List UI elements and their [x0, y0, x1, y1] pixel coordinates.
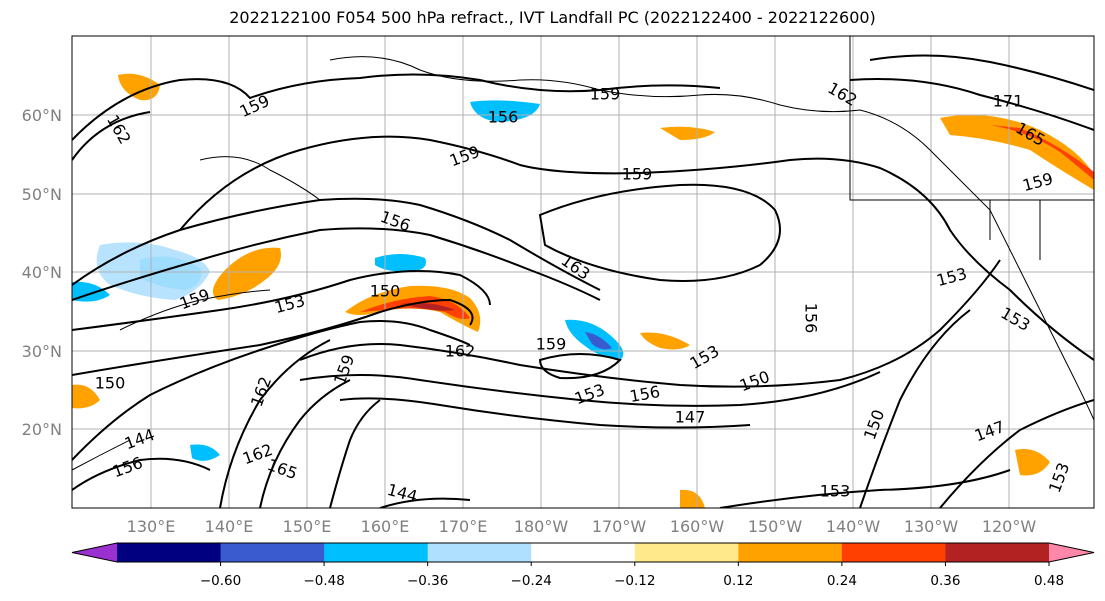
- colorbar-segment: [531, 543, 636, 562]
- contour-line: [299, 259, 1001, 388]
- colorbar-tick-label: 0.24: [827, 573, 857, 589]
- patch-blue: [375, 254, 426, 272]
- contour-line: [859, 309, 971, 508]
- colorbar-segment: [841, 543, 946, 562]
- contour-line: [72, 111, 151, 161]
- contour-line: [849, 78, 1094, 131]
- patch-orange: [680, 489, 705, 508]
- longitude-label: 120°W: [982, 517, 1037, 536]
- contour-label: 153: [820, 482, 851, 501]
- colorbar-outline: [71, 542, 1095, 563]
- longitude-label: 160°E: [361, 517, 410, 536]
- colorbar-segment: [945, 543, 1050, 562]
- contour-line: [72, 270, 491, 331]
- contour-label: 150: [95, 374, 126, 393]
- colorbar-segment: [324, 543, 429, 562]
- patch-blue: [470, 100, 540, 122]
- colorbar-segment: [427, 543, 532, 562]
- patch-blue: [190, 444, 220, 461]
- contour-label: 156: [488, 108, 519, 127]
- longitude-label: 130°E: [127, 517, 176, 536]
- colorbar-segment: [738, 543, 843, 562]
- patch-orange: [118, 73, 160, 101]
- longitude-label: 170°W: [592, 517, 647, 536]
- colorbar-segment: [220, 543, 325, 562]
- patch-orange: [1015, 448, 1050, 476]
- contour-line: [538, 183, 781, 282]
- patch-darkred: [400, 302, 455, 311]
- colorbar-tick-label: −0.12: [614, 573, 655, 589]
- contour-line: [299, 371, 881, 407]
- patch-orange: [72, 384, 100, 409]
- colorbar-tick-label: −0.36: [407, 573, 448, 589]
- colorbar-segment: [634, 543, 739, 562]
- contour-line: [219, 339, 331, 508]
- contour-line: [72, 298, 474, 376]
- contour-label: 162: [445, 342, 476, 361]
- gridlines: [72, 36, 1094, 508]
- colorbar-tick-label: −0.24: [511, 573, 552, 589]
- longitude-label: 140°W: [826, 517, 881, 536]
- colorbar-tick-label: −0.60: [200, 573, 241, 589]
- shaded-patches: [72, 73, 1094, 508]
- latitude-label: 20°N: [22, 420, 62, 439]
- patch-lightblue: [96, 242, 210, 300]
- height-contours: [72, 54, 1094, 508]
- colorbar: −0.60 −0.48 −0.36 −0.24 −0.12 0.12 0.24 0.36 0.4…: [71, 542, 1095, 589]
- contour-line: [72, 227, 601, 301]
- colorbar-segment: [117, 543, 222, 562]
- longitude-label: 170°E: [439, 517, 488, 536]
- colorbar-tick-label: 0.36: [930, 573, 960, 589]
- contour-label: 159: [536, 335, 567, 354]
- contour-line: [538, 353, 622, 380]
- colorbar-tick-label: −0.48: [303, 573, 344, 589]
- coastlines: [72, 36, 1094, 471]
- colorbar-tick-label: 0.12: [723, 573, 753, 589]
- longitude-label: 180°W: [514, 517, 569, 536]
- contour-line: [329, 399, 381, 508]
- contour-label: 150: [370, 282, 401, 301]
- longitude-labels: 130°E 140°E 150°E 160°E 170°E 180°W 170°W 160°W…: [127, 517, 1037, 536]
- contour-line: [72, 197, 601, 291]
- contour-line: [179, 135, 1094, 361]
- latitude-label: 60°N: [22, 106, 62, 125]
- contour-label: 147: [675, 408, 706, 427]
- colorbar-tick-label: 0.48: [1034, 573, 1064, 589]
- latitude-label: 30°N: [22, 342, 62, 361]
- contour-line: [259, 379, 351, 508]
- contour-label: 171: [993, 92, 1024, 111]
- patch-orange: [212, 247, 281, 300]
- colorbar-extend-low: [72, 543, 117, 562]
- patch-red: [360, 296, 470, 320]
- contour-line: [379, 497, 471, 508]
- patch-orange: [345, 285, 481, 332]
- contour-label: 156: [802, 303, 821, 334]
- contour-line: [72, 73, 721, 141]
- contour-line: [72, 320, 471, 461]
- map-title: 2022122100 F054 500 hPa refract., IVT La…: [229, 8, 876, 27]
- contour-label: 159: [590, 85, 621, 104]
- latitude-labels: 60°N 50°N 40°N 30°N 20°N: [22, 106, 62, 439]
- map-border: [71, 35, 1095, 509]
- contour-line: [719, 469, 1011, 508]
- longitude-label: 130°W: [904, 517, 959, 536]
- longitude-label: 140°E: [205, 517, 254, 536]
- latitude-label: 40°N: [22, 263, 62, 282]
- patch-orange: [640, 332, 690, 350]
- contour-line: [869, 54, 1094, 91]
- patch-indigo: [585, 332, 612, 350]
- contour-label: 159: [622, 165, 653, 184]
- patch-orange: [940, 114, 1094, 190]
- colorbar-extend-high: [1049, 543, 1094, 562]
- longitude-label: 150°W: [748, 517, 803, 536]
- contour-line: [72, 457, 211, 491]
- contour-line: [339, 397, 751, 429]
- longitude-label: 160°W: [670, 517, 725, 536]
- latitude-label: 50°N: [22, 185, 62, 204]
- longitude-label: 150°E: [283, 517, 332, 536]
- patch-orange: [660, 126, 715, 140]
